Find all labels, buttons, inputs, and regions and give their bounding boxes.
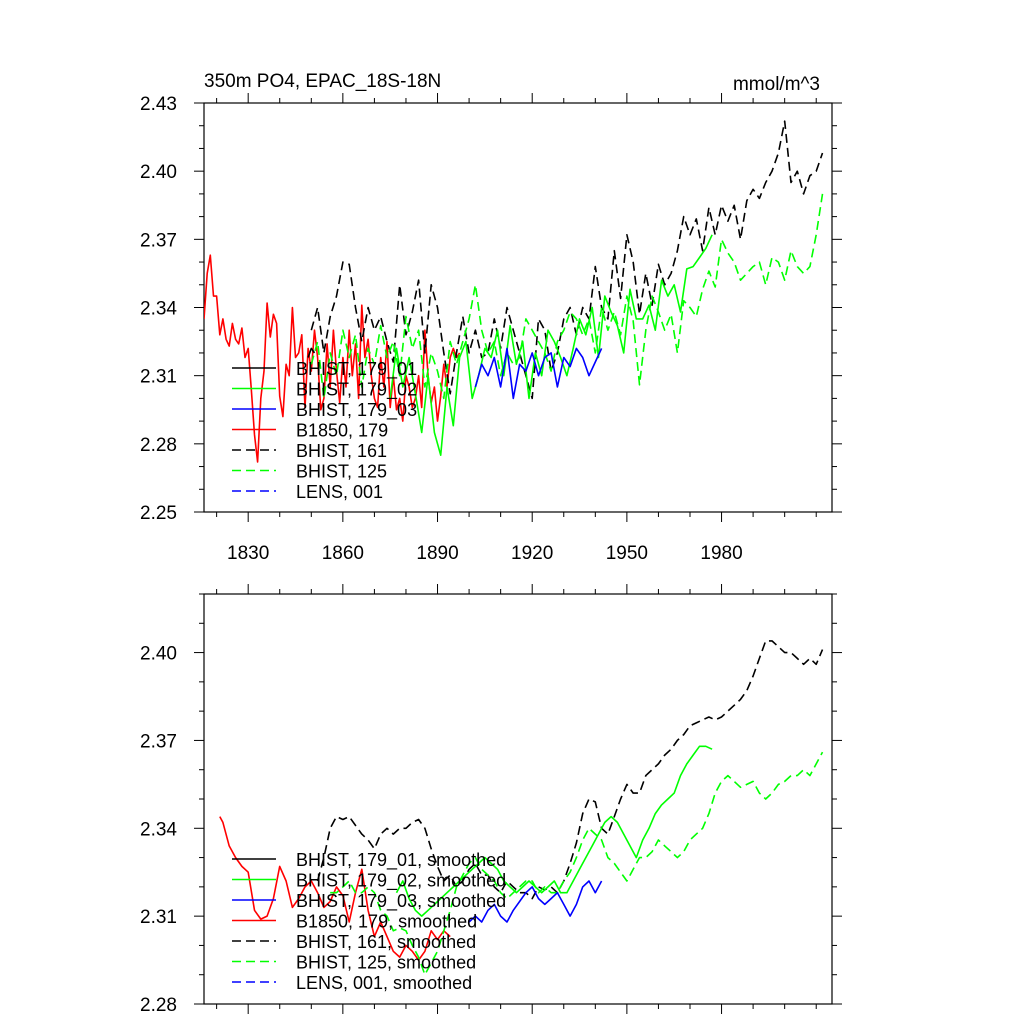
- series-line-bhist-179-03: [474, 347, 603, 400]
- y-tick-label: 2.25: [140, 503, 177, 524]
- series-line-bhist-179-03-smoothed: [468, 880, 603, 923]
- series-line-bhist-125-smoothed: [330, 751, 824, 976]
- legend-label: BHIST, 179_03, smoothed: [296, 891, 506, 912]
- legend-label: BHIST, 161: [296, 441, 387, 461]
- y-tick-label: 2.40: [140, 644, 177, 665]
- y-tick-label: 2.28: [140, 995, 177, 1016]
- series-group: [219, 640, 824, 976]
- chart-title: 350m PO4, EPAC_18S-18N: [204, 71, 441, 92]
- y-tick-label: 2.31: [140, 907, 177, 928]
- legend-label: BHIST, 179_01: [296, 359, 417, 380]
- y-tick-label: 2.31: [140, 367, 177, 388]
- series-line-b1850-179-smoothed: [219, 816, 451, 961]
- y-tick-label: 2.40: [140, 162, 177, 183]
- chart-top: 1830 1860 1890 1920 1950 1980 2.25 2.28 2.31 2.34…: [140, 71, 842, 564]
- series-line-bhist-179-01: [307, 347, 316, 358]
- legend-label: BHIST, 179_03: [296, 400, 417, 421]
- legend-label: B1850, 179: [296, 421, 388, 441]
- legend-label: LENS, 001: [296, 482, 383, 502]
- legend-label: B1850, 179, smoothed: [296, 912, 477, 932]
- y-tick-label: 2.37: [140, 731, 177, 752]
- x-tick-label: 1890: [416, 543, 458, 564]
- legend-label: BHIST, 161, smoothed: [296, 932, 476, 952]
- x-tick-label: 1830: [227, 543, 269, 564]
- legend-label: BHIST, 179_01, smoothed: [296, 850, 506, 871]
- legend-label: BHIST, 125: [296, 462, 387, 482]
- series-line-bhist-161: [310, 120, 824, 400]
- x-tick-label: 1860: [322, 543, 364, 564]
- x-tick-label: 1920: [511, 543, 553, 564]
- legend-label: BHIST, 125, smoothed: [296, 953, 476, 973]
- y-tick-label: 2.34: [140, 299, 177, 320]
- legend-label: BHIST, 179_02, smoothed: [296, 871, 506, 892]
- x-tick-label: 1980: [700, 543, 742, 564]
- y-tick-label: 2.43: [140, 94, 177, 115]
- series-line-bhist-179-02: [389, 234, 713, 457]
- y-tick-label: 2.34: [140, 819, 177, 840]
- y-tick-label: 2.37: [140, 230, 177, 251]
- series-line-bhist-125: [310, 193, 824, 400]
- series-group: [204, 120, 824, 463]
- legend-label: LENS, 001, smoothed: [296, 973, 472, 993]
- series-line-bhist-179-02-smoothed: [395, 745, 713, 917]
- legend-label: BHIST, 179_02: [296, 380, 417, 401]
- y-tick-label: 2.28: [140, 435, 177, 456]
- units-label: mmol/m^3: [733, 74, 820, 95]
- chart-bottom: 2.28 2.31 2.34 2.37 2.40 BHIST, 179_01, smoot…: [140, 584, 842, 1016]
- x-tick-label: 1950: [606, 543, 648, 564]
